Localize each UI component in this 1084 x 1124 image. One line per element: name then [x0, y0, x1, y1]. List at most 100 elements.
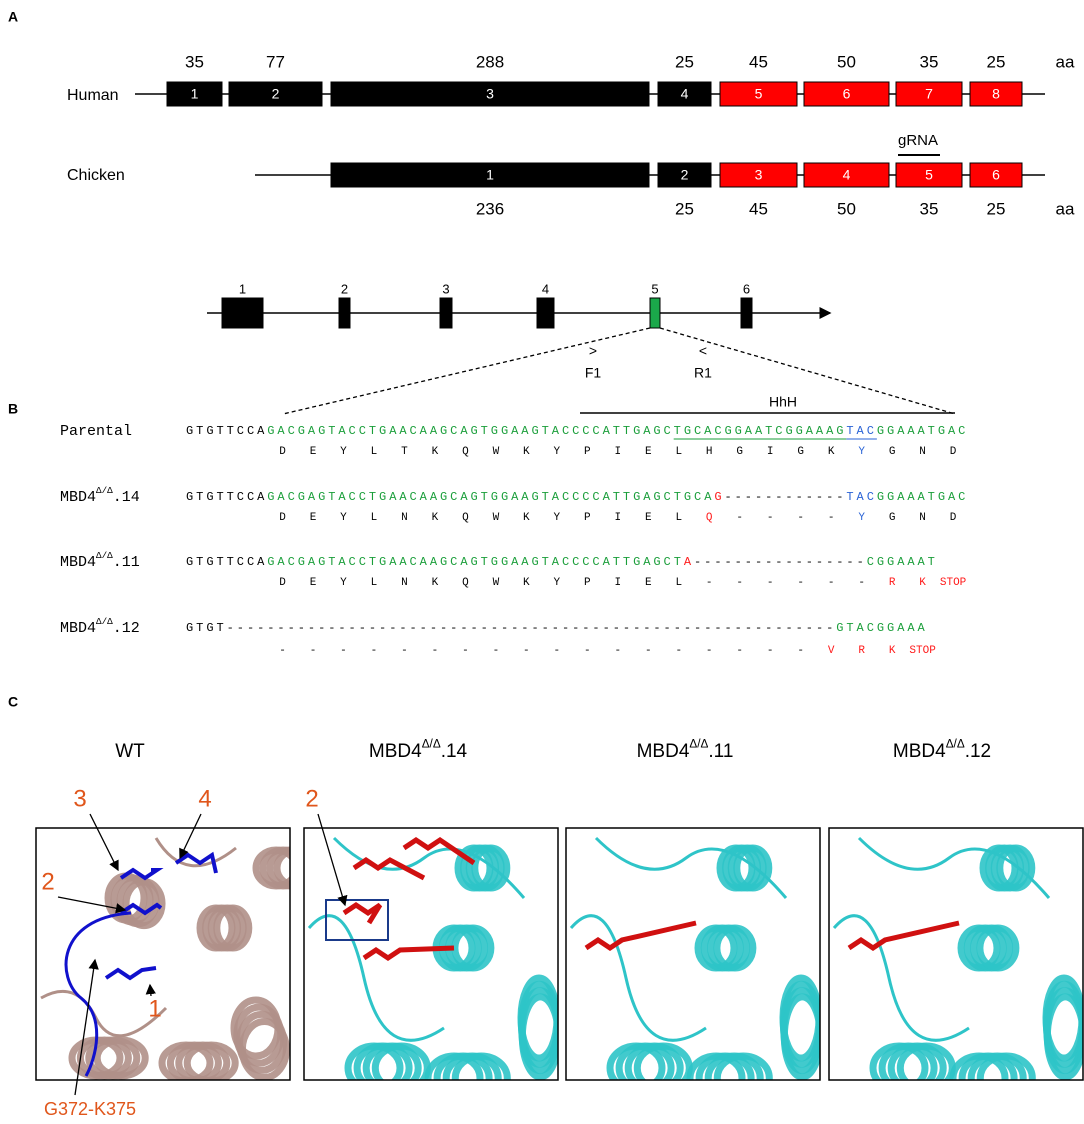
- amino-acid: -: [797, 512, 804, 524]
- loop: [857, 836, 1051, 899]
- amino-acid: R: [889, 577, 896, 589]
- exon-length: 25: [675, 52, 694, 71]
- name-main: MBD4: [60, 489, 96, 506]
- exon: [895, 81, 963, 107]
- amino-acid: W: [493, 577, 500, 589]
- sequence-segment: GTGTTCCA: [186, 490, 267, 504]
- amino-acid: E: [310, 446, 317, 458]
- sequence-segment: G: [714, 490, 724, 504]
- name-main: MBD4: [60, 554, 96, 571]
- exon-number: 4: [843, 167, 851, 183]
- name-suffix: .12: [113, 620, 140, 637]
- residue: [584, 920, 697, 952]
- helix: [996, 844, 1036, 892]
- residue: [119, 902, 163, 916]
- amino-acid: E: [310, 577, 317, 589]
- amino-acid: Y: [554, 446, 561, 458]
- exon-length: 35: [920, 52, 939, 71]
- annotation-arrow: [179, 813, 202, 860]
- gene-exon-number: 4: [542, 281, 549, 296]
- amino-acid: -: [432, 645, 439, 657]
- highlight-box: [325, 899, 389, 941]
- gene-exon-number: 2: [341, 281, 348, 296]
- loop-highlight: [64, 911, 132, 1077]
- exon-length: 25: [675, 199, 694, 218]
- amino-acid: -: [462, 645, 469, 657]
- sequence-segment: GTGT: [186, 621, 227, 635]
- amino-acid: L: [675, 577, 682, 589]
- amino-acid: D: [279, 577, 286, 589]
- sequence-segment: GACGAGTACCTGAACAAGCAGTGGAAGTACCCCATTGAGC: [267, 424, 673, 438]
- exon-length: 25: [987, 52, 1006, 71]
- amino-acid: -: [767, 512, 774, 524]
- helix: [518, 993, 558, 1080]
- sequence-segment: TAC: [846, 424, 876, 438]
- exon-number: 1: [191, 86, 199, 102]
- primer-arrow: <: [699, 343, 707, 359]
- helix: [266, 846, 290, 890]
- name-sup: Δ/Δ: [96, 550, 113, 561]
- helix: [1043, 993, 1083, 1080]
- amino-acid: -: [706, 577, 713, 589]
- amino-acid: -: [371, 645, 378, 657]
- grna-label: gRNA: [898, 132, 938, 149]
- amino-acid: L: [371, 577, 378, 589]
- amino-acid: -: [767, 645, 774, 657]
- exon: [719, 81, 798, 107]
- helix: [238, 1018, 290, 1080]
- amino-acid: -: [645, 645, 652, 657]
- sequence-segment: ----------------------------------------…: [227, 621, 837, 635]
- amino-acid: V: [828, 645, 835, 657]
- amino-acid: G: [889, 446, 896, 458]
- annotation-arrow: [74, 958, 99, 1096]
- name-sup: Δ/Δ: [946, 738, 965, 751]
- amino-acid: K: [523, 577, 530, 589]
- amino-acid: E: [310, 512, 317, 524]
- amino-acid: R: [858, 645, 865, 657]
- helix: [451, 924, 495, 972]
- panel-label: C: [8, 694, 18, 710]
- amino-acid: D: [279, 446, 286, 458]
- sequence-segment: GACGAGTACCTGAACAAGCAGTGGAAGTACCCCATTGAGC…: [267, 490, 714, 504]
- exon-number: 4: [681, 86, 689, 102]
- structure-title: MBD4Δ/Δ.12: [893, 738, 991, 763]
- row-name: Parental: [60, 423, 132, 440]
- amino-acid: D: [950, 446, 957, 458]
- name-suffix: .12: [965, 741, 991, 762]
- amino-acid: Q: [462, 446, 469, 458]
- amino-acid: -: [797, 577, 804, 589]
- name-main: Parental: [60, 423, 132, 440]
- helix: [183, 1041, 239, 1080]
- structure-art: [40, 837, 290, 1080]
- species-label: Chicken: [67, 167, 125, 184]
- helix: [976, 1052, 1036, 1080]
- panel-label: B: [8, 401, 18, 417]
- amino-acid: K: [919, 577, 926, 589]
- amino-acid: G: [797, 446, 804, 458]
- amino-acid: Y: [554, 577, 561, 589]
- zoom-line: [659, 327, 956, 415]
- sequence-segment: GTACGGAAA: [836, 621, 927, 635]
- amino-acid: L: [675, 446, 682, 458]
- amino-acid: -: [401, 645, 408, 657]
- loop: [154, 837, 237, 868]
- loop: [40, 989, 168, 1038]
- amino-acid: D: [279, 512, 286, 524]
- name-main: MBD4: [369, 741, 422, 762]
- amino-acid: E: [645, 446, 652, 458]
- amino-acid: N: [401, 577, 408, 589]
- loop: [832, 914, 970, 1042]
- amino-acid: K: [523, 446, 530, 458]
- unit: aa: [1056, 199, 1075, 218]
- exon: [657, 162, 712, 188]
- structure-title: WT: [115, 741, 145, 762]
- sequence-segment: TGCACGGAATCGGAAAG: [674, 424, 847, 438]
- name-sup: Δ/Δ: [689, 738, 708, 751]
- amino-acid: G: [736, 446, 743, 458]
- amino-acid: -: [828, 577, 835, 589]
- annotation-arrow: [89, 813, 119, 872]
- helix: [713, 924, 757, 972]
- gene-exon: [649, 297, 661, 329]
- amino-acid: -: [614, 645, 621, 657]
